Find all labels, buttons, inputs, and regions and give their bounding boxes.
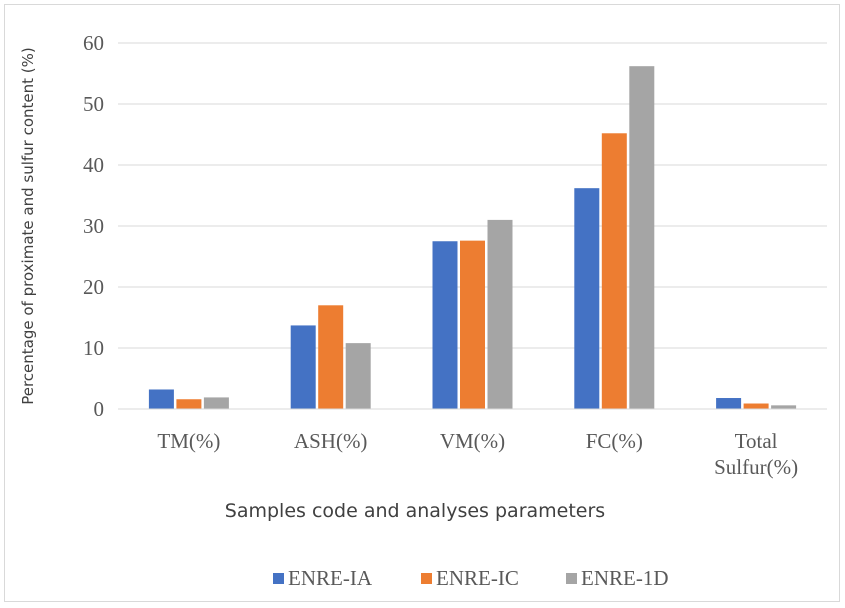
y-axis-ticks: 0 10 20 30 40 50 60	[83, 31, 104, 421]
legend-label-enre-1d: ENRE-1D	[581, 566, 669, 590]
y-axis-title: Percentage of proximate and sulfur conte…	[19, 47, 37, 405]
bar-enre-ia-2	[432, 241, 458, 409]
bars	[148, 66, 797, 410]
x-category-label: TM(%)	[157, 429, 220, 453]
bar-enre-ic-4	[743, 403, 769, 409]
bar-enre-1d-3	[629, 66, 655, 410]
x-category-label: FC(%)	[586, 429, 643, 453]
x-category-label: ASH(%)	[294, 429, 368, 453]
x-category-label: Sulfur(%)	[714, 455, 798, 479]
y-tick-label: 50	[83, 92, 104, 116]
legend-label-enre-ia: ENRE-IA	[288, 566, 373, 590]
y-tick-label: 0	[94, 397, 105, 421]
bar-enre-ia-1	[290, 325, 316, 409]
bar-chart: 0 10 20 30 40 50 60 TM(%) ASH(%) VM(%) FC(%) Total…	[19, 31, 827, 590]
bar-enre-1d-2	[487, 219, 513, 409]
legend-swatch-enre-ic	[421, 573, 432, 584]
y-tick-label: 60	[83, 31, 104, 55]
legend-swatch-enre-1d	[566, 573, 577, 584]
bar-enre-ic-2	[460, 240, 485, 409]
bar-enre-ic-3	[601, 133, 627, 409]
y-tick-label: 30	[83, 214, 104, 238]
bar-enre-1d-0	[203, 397, 229, 409]
x-axis-title: Samples code and analyses parameters	[225, 500, 605, 522]
gridlines	[118, 42, 827, 349]
bar-enre-ic-1	[318, 305, 344, 409]
x-category-label: Total	[735, 429, 778, 453]
bar-enre-ic-0	[176, 399, 202, 409]
y-tick-label: 20	[83, 275, 104, 299]
bar-enre-ia-4	[716, 398, 742, 409]
bar-enre-1d-4	[771, 405, 797, 409]
bar-enre-ia-3	[574, 188, 600, 409]
x-category-label: VM(%)	[440, 429, 505, 453]
y-tick-label: 10	[83, 336, 104, 360]
chart-frame: 0 10 20 30 40 50 60 TM(%) ASH(%) VM(%) FC(%) Total…	[4, 4, 840, 602]
legend-label-enre-ic: ENRE-IC	[436, 566, 519, 590]
bar-enre-1d-1	[345, 343, 371, 409]
legend: ENRE-IA ENRE-IC ENRE-1D	[273, 566, 669, 590]
y-tick-label: 40	[83, 153, 104, 177]
legend-swatch-enre-ia	[273, 573, 284, 584]
bar-enre-ia-0	[148, 389, 174, 409]
